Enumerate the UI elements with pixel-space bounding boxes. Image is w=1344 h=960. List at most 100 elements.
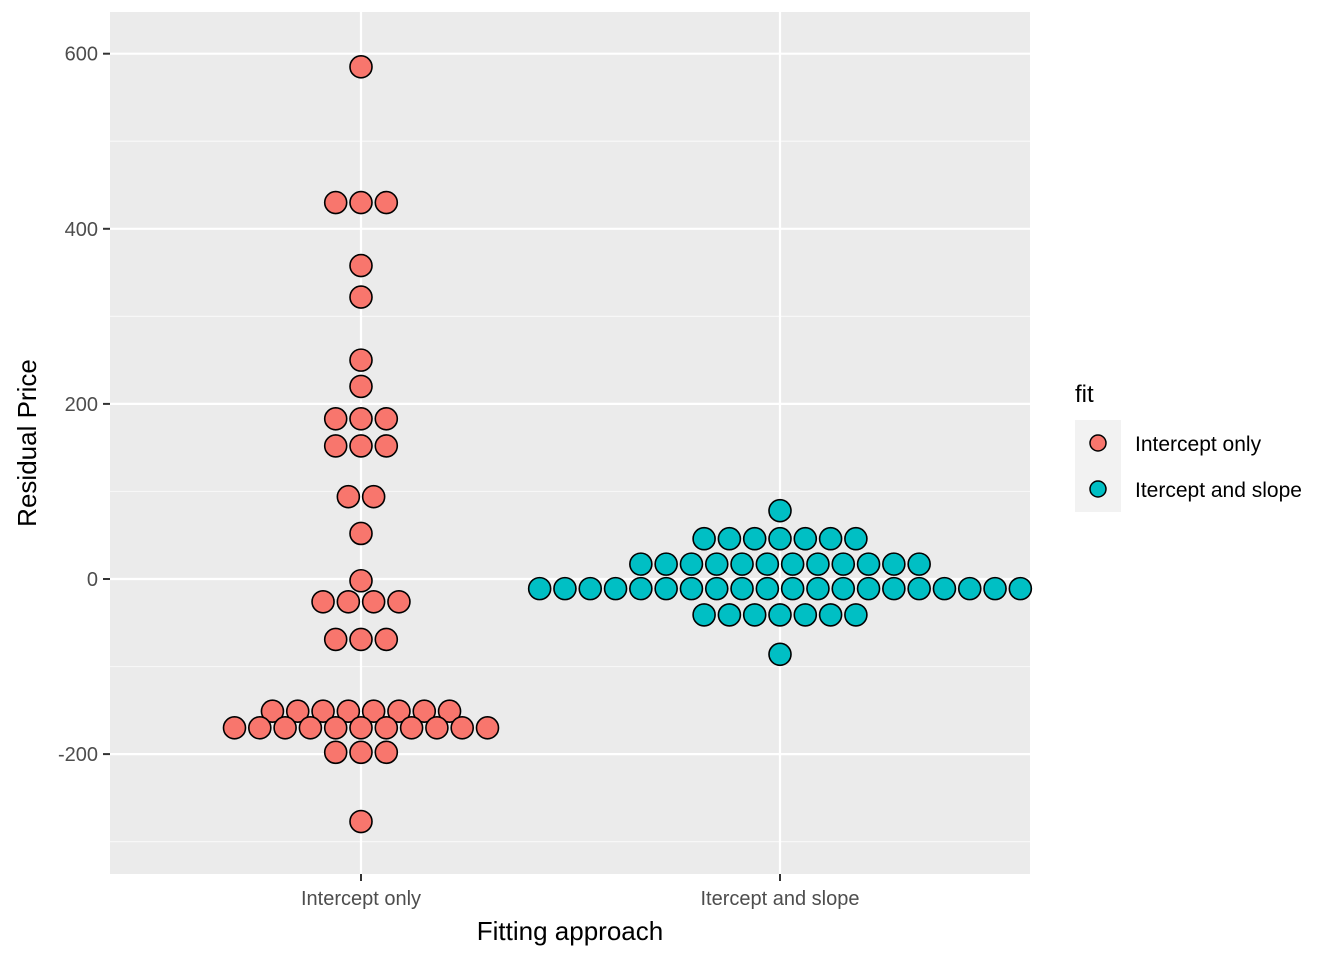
data-points <box>222 55 1033 834</box>
y-axis: -200 0 200 400 600 <box>58 44 110 766</box>
data-point <box>578 576 603 601</box>
data-point <box>844 603 868 627</box>
data-point <box>425 716 449 740</box>
data-point <box>717 526 742 551</box>
y-tick-label: 400 <box>65 219 98 241</box>
data-point <box>336 699 361 724</box>
legend-key-intercept-and-slope <box>1089 480 1107 498</box>
data-point <box>349 434 373 458</box>
data-point <box>704 552 729 576</box>
data-point <box>374 716 399 740</box>
x-axis-title: Fitting approach <box>477 916 663 946</box>
data-point <box>298 716 323 740</box>
data-point <box>349 521 373 546</box>
data-point <box>323 716 348 740</box>
data-point <box>831 576 856 601</box>
data-point <box>374 740 399 765</box>
data-point <box>412 699 437 724</box>
legend: fit Intercept only Itercept and slope <box>1075 381 1302 512</box>
data-point <box>553 576 577 601</box>
legend-key-background <box>1075 420 1121 512</box>
data-point <box>349 253 373 278</box>
data-point <box>818 603 843 627</box>
data-point <box>323 406 348 431</box>
x-tick-label: Itercept and slope <box>701 888 860 910</box>
data-point <box>679 552 704 576</box>
x-axis: Intercept only Itercept and slope <box>301 874 860 910</box>
data-point <box>527 576 552 601</box>
data-point <box>806 552 830 576</box>
data-point <box>882 552 906 576</box>
data-point <box>717 603 742 627</box>
minor-gridlines <box>110 140 1030 843</box>
data-point <box>349 190 373 215</box>
data-point <box>679 576 704 601</box>
data-point <box>311 699 335 724</box>
data-point <box>323 740 348 765</box>
data-point <box>399 716 424 740</box>
data-point <box>450 716 475 740</box>
data-point <box>349 568 373 593</box>
data-point <box>654 552 678 576</box>
data-point <box>704 576 729 601</box>
data-point <box>730 576 754 601</box>
data-point <box>437 699 462 724</box>
data-point <box>818 526 843 551</box>
data-point <box>311 589 335 614</box>
data-point <box>260 699 285 724</box>
data-point <box>793 526 818 551</box>
data-point <box>361 589 386 614</box>
data-point <box>323 190 348 215</box>
data-point <box>932 576 957 601</box>
data-point <box>336 484 361 509</box>
data-point <box>222 716 247 740</box>
data-point <box>742 526 767 551</box>
data-point <box>692 603 716 627</box>
x-tick-label: Intercept only <box>301 888 421 910</box>
data-point <box>603 576 628 601</box>
data-point <box>374 190 399 215</box>
data-point <box>957 576 982 601</box>
data-point <box>629 552 653 576</box>
data-point <box>349 406 373 431</box>
legend-key-intercept-only <box>1089 434 1107 452</box>
data-point <box>882 576 906 601</box>
data-point <box>349 55 373 79</box>
data-point <box>654 576 678 601</box>
legend-title: fit <box>1075 381 1094 408</box>
data-point <box>349 348 373 372</box>
data-point <box>1008 576 1033 601</box>
data-point <box>907 552 931 576</box>
data-point <box>768 526 792 551</box>
data-point <box>349 740 373 765</box>
data-point <box>780 576 805 601</box>
data-point <box>349 285 373 309</box>
data-point <box>907 576 931 601</box>
data-point <box>374 406 399 431</box>
data-point <box>780 552 805 576</box>
data-point <box>349 716 373 740</box>
y-tick-label: 200 <box>65 394 98 416</box>
data-point <box>629 576 653 601</box>
data-point <box>793 603 818 627</box>
data-point <box>349 809 373 834</box>
legend-label-intercept-only: Intercept only <box>1135 433 1262 456</box>
data-point <box>806 576 830 601</box>
data-point <box>336 589 361 614</box>
data-point <box>831 552 856 576</box>
data-point <box>692 526 716 551</box>
data-point <box>374 627 399 652</box>
data-point <box>273 716 297 740</box>
y-tick-label: 0 <box>87 569 98 591</box>
data-point <box>856 552 881 576</box>
data-point <box>742 603 767 627</box>
data-point <box>285 699 310 724</box>
data-point <box>856 576 881 601</box>
data-point <box>387 699 411 724</box>
data-point <box>349 627 373 652</box>
data-point <box>844 526 868 551</box>
data-point <box>768 642 792 667</box>
data-point <box>755 552 780 576</box>
data-point <box>323 434 348 458</box>
